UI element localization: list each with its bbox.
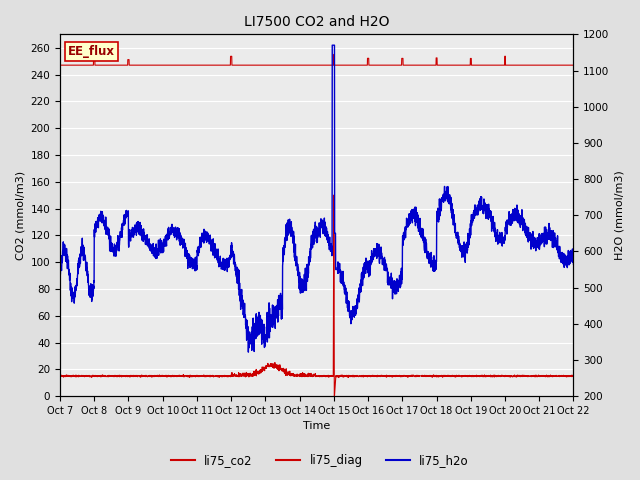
Text: EE_flux: EE_flux [68,45,115,58]
Y-axis label: H2O (mmol/m3): H2O (mmol/m3) [615,170,625,260]
Legend: li75_co2, li75_diag, li75_h2o: li75_co2, li75_diag, li75_h2o [166,449,474,472]
X-axis label: Time: Time [303,421,330,432]
Y-axis label: CO2 (mmol/m3): CO2 (mmol/m3) [15,171,25,260]
Title: LI7500 CO2 and H2O: LI7500 CO2 and H2O [244,15,390,29]
